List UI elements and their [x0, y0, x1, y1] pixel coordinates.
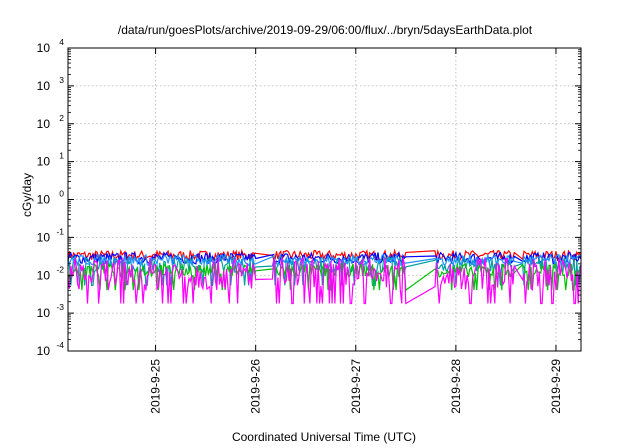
y-axis: 10 4 10 3 10 2 10 1 10 0 10 -1 10 -2 10 -3 10 -4: [37, 37, 581, 358]
y-tick-exponent: 2: [59, 113, 64, 123]
x-axis-label: Coordinated Universal Time (UTC): [232, 430, 416, 444]
series-line: [67, 256, 582, 305]
y-tick-exponent: 4: [59, 37, 64, 47]
y-tick-label: 10: [37, 306, 51, 320]
x-tick-label: 2019-9-26: [249, 359, 263, 414]
y-tick-exponent: -2: [56, 264, 64, 274]
y-tick-label: 10: [37, 155, 51, 169]
y-tick-label: 10: [37, 230, 51, 244]
grid: [68, 48, 581, 351]
y-tick-exponent: -3: [56, 302, 64, 312]
x-tick-label: 2019-9-28: [449, 359, 463, 414]
x-tick-label: 2019-9-27: [349, 359, 363, 414]
series-layer: [67, 248, 582, 305]
series-line: [67, 250, 582, 266]
y-tick-label: 10: [37, 79, 51, 93]
y-tick-exponent: 3: [59, 75, 64, 85]
x-axis: 2019-9-25 2019-9-26 2019-9-27 2019-9-28 2019…: [149, 48, 563, 414]
x-tick-label: 2019-9-25: [149, 359, 163, 414]
y-tick-label: 10: [37, 41, 51, 55]
y-tick-exponent: 1: [59, 151, 64, 161]
series-line: [67, 248, 582, 263]
chart-title: /data/run/goesPlots/archive/2019-09-29/0…: [118, 23, 533, 37]
y-tick-exponent: -4: [56, 340, 64, 350]
y-tick-label: 10: [37, 268, 51, 282]
y-tick-exponent: 0: [59, 189, 64, 199]
y-tick-label: 10: [37, 117, 51, 131]
y-tick-label: 10: [37, 344, 51, 358]
y-tick-label: 10: [37, 193, 51, 207]
series-line: [67, 252, 582, 268]
y-tick-exponent: -1: [56, 226, 64, 236]
y-axis-label: cGy/day: [20, 173, 34, 217]
x-tick-label: 2019-9-29: [549, 359, 563, 414]
